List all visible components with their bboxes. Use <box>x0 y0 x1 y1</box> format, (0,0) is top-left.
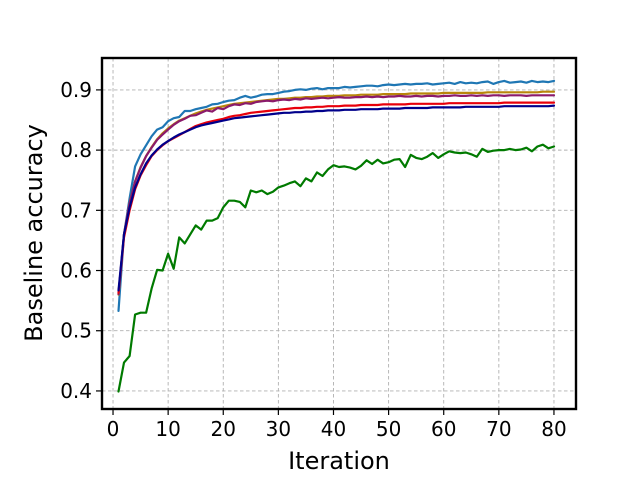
y-tick-label: 0.4 <box>60 379 92 403</box>
y-tick-label: 0.6 <box>60 259 92 283</box>
axis-ticks: 0 10 20 30 40 50 60 70 80 0.4 0.5 0.6 0.7 0.8 0.9 <box>60 78 566 441</box>
y-axis-label: Baseline accuracy <box>20 124 48 342</box>
x-tick-label: 0 <box>107 417 120 441</box>
x-tick-label: 70 <box>486 417 511 441</box>
y-tick-label: 0.8 <box>60 138 92 162</box>
x-axis-label: Iteration <box>288 447 390 475</box>
plot-frame <box>100 56 578 411</box>
grid-lines <box>102 58 576 409</box>
y-tick-label: 0.9 <box>60 78 92 102</box>
x-tick-label: 80 <box>541 417 566 441</box>
x-tick-label: 60 <box>431 417 456 441</box>
x-tick-label: 50 <box>376 417 401 441</box>
x-tick-label: 10 <box>155 417 180 441</box>
series-line-6 <box>117 143 556 393</box>
x-tick-label: 40 <box>321 417 346 441</box>
y-tick-label: 0.7 <box>60 198 92 222</box>
series-lines <box>117 79 556 393</box>
series-line-1 <box>117 79 556 312</box>
y-tick-label: 0.5 <box>60 319 92 343</box>
series-line-3 <box>117 94 556 296</box>
x-tick-label: 20 <box>211 417 236 441</box>
x-tick-label: 30 <box>266 417 291 441</box>
series-line-5 <box>117 104 556 292</box>
